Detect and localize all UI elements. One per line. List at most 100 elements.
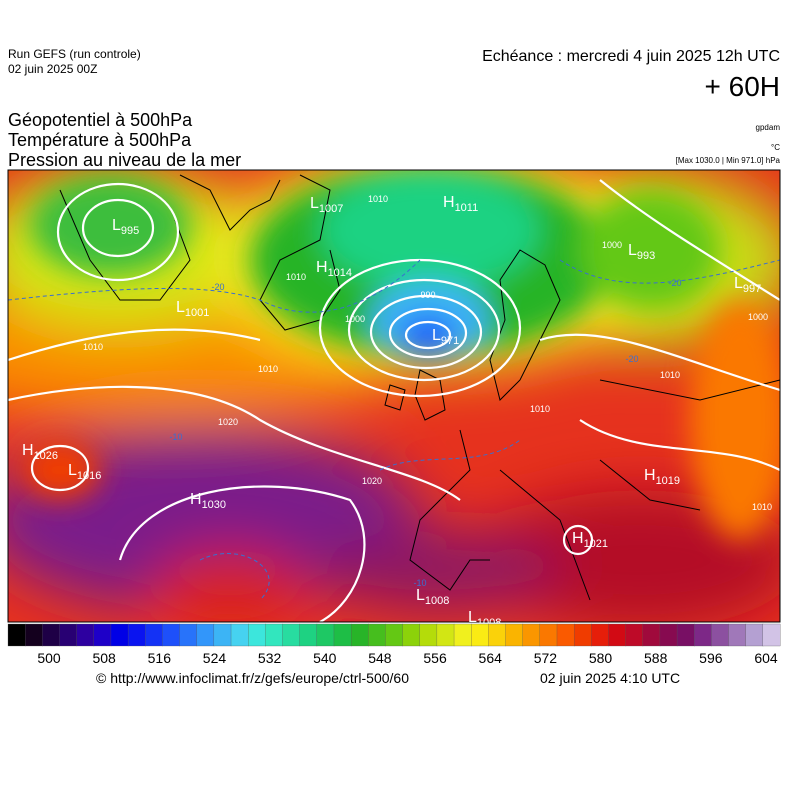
pressure-center: L1007 [310, 195, 343, 215]
run-name: Run GEFS (run controle) [8, 47, 141, 61]
color-swatch [76, 623, 95, 647]
colorbar-label: 516 [148, 650, 172, 666]
colorbar-label: 548 [368, 650, 392, 666]
color-swatch [694, 623, 712, 647]
center-value: 993 [637, 250, 655, 262]
unit: °C [771, 143, 780, 152]
temperature-label: -10 [169, 432, 182, 442]
color-swatch [711, 623, 729, 647]
colorbar-label: 508 [92, 650, 116, 666]
center-letter: L [416, 587, 425, 604]
color-swatch [127, 623, 146, 647]
map [8, 170, 780, 622]
colorbar-label: 532 [258, 650, 282, 666]
isobar-label: 1010 [752, 502, 772, 512]
center-value: 1026 [34, 450, 58, 462]
color-swatch [213, 623, 232, 647]
color-swatch [556, 623, 575, 647]
pressure-center: L993 [628, 242, 655, 262]
center-value: 1001 [185, 307, 209, 319]
color-swatch [728, 623, 747, 647]
color-swatch [368, 623, 386, 647]
colorbar-label: 604 [754, 650, 778, 666]
color-swatch [573, 623, 592, 647]
isobar-label: 1000 [748, 312, 768, 322]
field-title: Pression au niveau de la mer [8, 150, 241, 170]
color-swatch [488, 623, 506, 647]
center-letter: L [68, 462, 77, 479]
center-letter: L [310, 195, 319, 212]
isobar-label: 1020 [362, 476, 382, 486]
center-value: 997 [743, 283, 761, 295]
color-swatch [350, 623, 369, 647]
center-value: 1008 [425, 595, 449, 607]
unit: [Max 1030.0 | Min 971.0] hPa [676, 156, 781, 165]
color-swatch [642, 623, 661, 647]
color-swatch [385, 623, 404, 647]
center-letter: H [316, 259, 328, 276]
color-swatch [505, 623, 524, 647]
isobar-label: 1010 [660, 370, 680, 380]
unit: gpdam [756, 123, 781, 132]
center-letter: L [432, 327, 441, 344]
isobar-label: 1010 [83, 342, 103, 352]
temperature-label: -20 [625, 354, 638, 364]
color-swatch [419, 623, 438, 647]
color-swatch [145, 623, 163, 647]
center-value: 1019 [656, 475, 680, 487]
lead-time: + 60H [705, 71, 781, 102]
color-swatch [522, 623, 541, 647]
isobar-label: 990 [420, 290, 435, 300]
pressure-center: L995 [112, 217, 139, 237]
field-title: Géopotentiel à 500hPa [8, 110, 193, 130]
colorbar-label: 572 [534, 650, 558, 666]
center-letter: L [468, 609, 477, 626]
colorbar-label: 524 [203, 650, 227, 666]
color-swatch [539, 623, 558, 647]
color-swatch [25, 623, 43, 647]
center-letter: H [443, 194, 455, 211]
center-letter: L [176, 299, 185, 316]
center-value: 995 [121, 225, 139, 237]
color-swatch [265, 623, 283, 647]
center-letter: L [734, 275, 743, 292]
color-swatch [762, 623, 781, 647]
pressure-center: L1016 [68, 462, 101, 482]
center-value: 971 [441, 335, 459, 347]
colorbar: 500 508 516 524 532 540 548 556 564 572 580 588 596 6… [7, 623, 781, 666]
colorbar-label: 564 [479, 650, 503, 666]
isobar-label: 1000 [602, 240, 622, 250]
color-swatch [248, 623, 266, 647]
isobar-label: 1020 [218, 417, 238, 427]
pressure-center: L1001 [176, 299, 209, 319]
pressure-center: H1019 [644, 467, 680, 487]
color-swatch [110, 623, 129, 647]
colorbar-label: 596 [699, 650, 723, 666]
colorbar-label: 588 [644, 650, 668, 666]
color-swatch [59, 623, 78, 647]
center-value: 1007 [319, 203, 343, 215]
pressure-center: L1008 [416, 587, 449, 607]
isobar-label: 1010 [530, 404, 550, 414]
temperature-label: -10 [413, 578, 426, 588]
isobar-label: 1010 [286, 272, 306, 282]
center-value: 1016 [77, 470, 101, 482]
pressure-center: H1026 [22, 442, 58, 462]
color-swatch [591, 623, 609, 647]
pressure-center: H1030 [190, 491, 226, 511]
color-swatch [333, 623, 352, 647]
color-swatch [162, 623, 181, 647]
color-swatch [608, 623, 627, 647]
color-swatch [179, 623, 198, 647]
source-url: © http://www.infoclimat.fr/z/gefs/europe… [96, 670, 409, 686]
center-value: 1011 [455, 202, 479, 214]
center-value: 1014 [328, 267, 352, 279]
color-swatch [625, 623, 644, 647]
color-swatch [402, 623, 421, 647]
pressure-center: H1021 [572, 530, 608, 550]
color-swatch [196, 623, 215, 647]
color-swatch [230, 623, 249, 647]
center-value: 1030 [202, 499, 226, 511]
center-letter: H [190, 491, 202, 508]
